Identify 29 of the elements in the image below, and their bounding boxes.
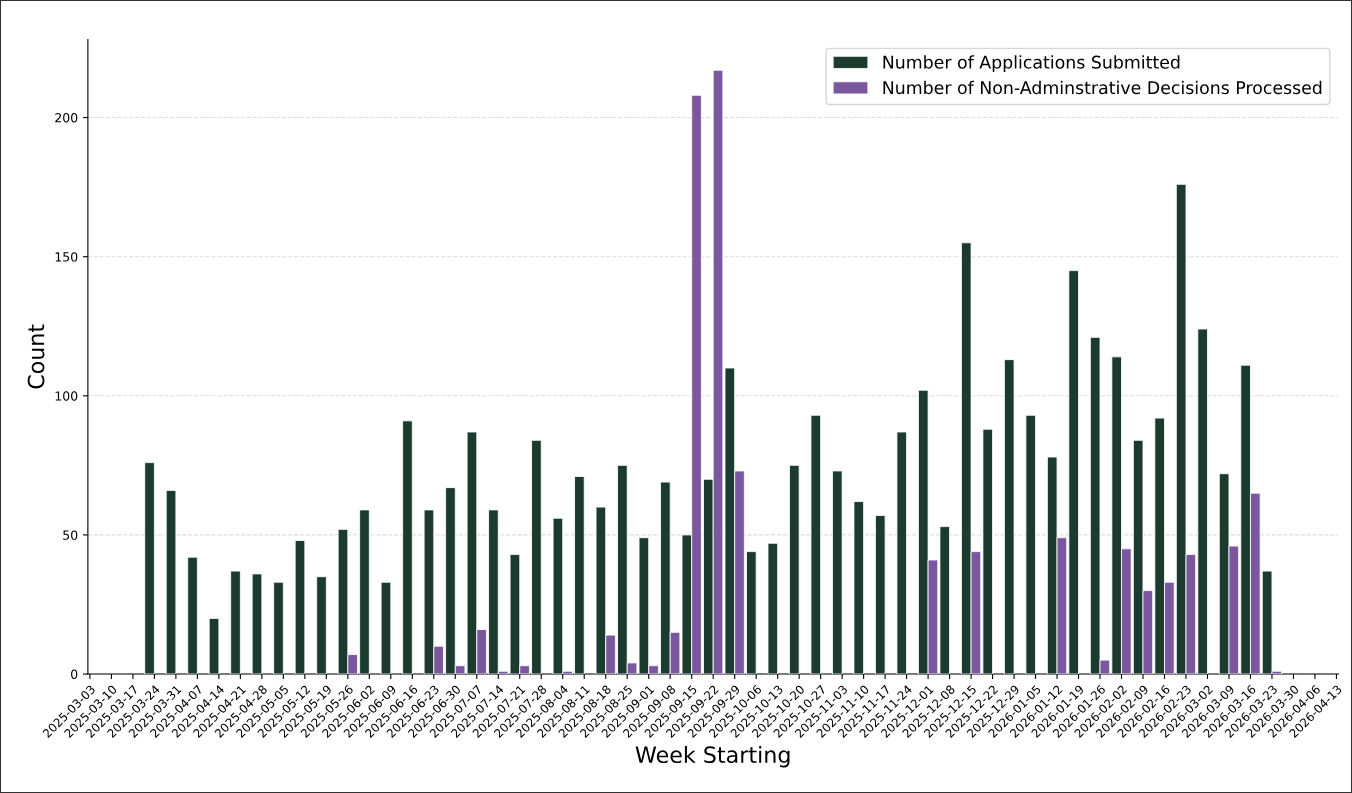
legend-label: Number of Non-Adminstrative Decisions Processed (883, 80, 1322, 95)
y-axis-title: Count (27, 324, 45, 389)
bar (251, 573, 263, 675)
bar (1025, 414, 1036, 675)
y-tick-label: 100 (55, 391, 78, 401)
bar (165, 489, 177, 675)
bar (208, 617, 220, 675)
bar (144, 462, 155, 675)
y-tick-label: 200 (55, 113, 78, 123)
bar (875, 515, 886, 675)
bar (402, 420, 413, 675)
y-tick-label: 50 (63, 530, 78, 540)
bar (832, 470, 843, 675)
bar (187, 556, 198, 675)
bar (316, 576, 327, 675)
bar (294, 540, 306, 675)
bar (380, 581, 392, 675)
y-tick-label: 150 (55, 252, 78, 262)
x-axis-title: Week Starting (635, 745, 790, 768)
y-tick-label: 0 (71, 669, 78, 679)
bar (230, 570, 241, 675)
bar (853, 501, 865, 675)
bar (273, 581, 284, 675)
bar (1003, 359, 1015, 675)
bar (896, 431, 908, 675)
legend-label: Number of Applications Submitted (883, 55, 1180, 73)
bar (810, 414, 822, 675)
bar (789, 464, 800, 675)
bar (767, 542, 779, 675)
